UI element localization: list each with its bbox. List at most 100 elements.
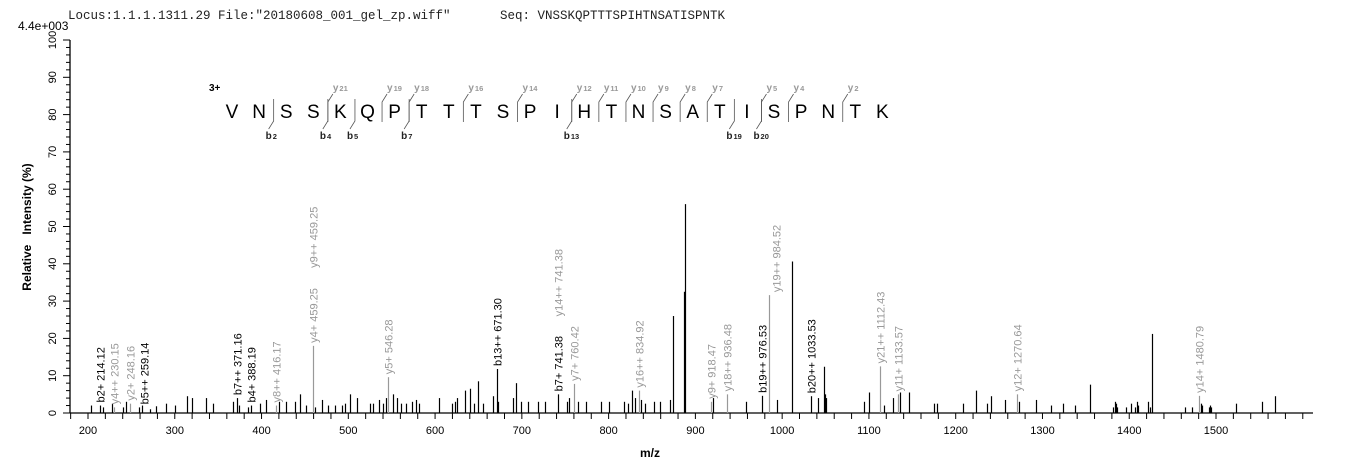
y-axis-label: Relative Intensity (%): [20, 163, 34, 290]
x-tick-label: 1300: [1030, 425, 1054, 437]
y-tick-label: 60: [47, 183, 59, 195]
b-ion-label: b13: [564, 131, 579, 142]
x-tick-label: 300: [166, 425, 184, 437]
b-ion-marker: [322, 99, 329, 130]
residue: P: [795, 102, 808, 123]
peak-label: y16++ 834.92: [635, 320, 647, 387]
residue: S: [307, 102, 320, 123]
y-ion-marker: [462, 93, 469, 122]
x-tick-label: 600: [426, 425, 444, 437]
peak-label: y21++ 1112.43: [876, 292, 888, 364]
peak-label: b13++ 671.30: [493, 298, 505, 366]
y-ion-marker: [706, 93, 713, 122]
y-ion-label: y19: [387, 83, 402, 94]
peak-label: y9+ 918.47: [707, 344, 719, 399]
residue: T: [470, 102, 482, 123]
residue: S: [768, 102, 781, 123]
y-ion-marker: [842, 93, 849, 122]
intensity-scale-max: 4.4e+003: [18, 19, 69, 33]
residue: S: [280, 102, 293, 123]
peak-label: y9++ 459.25: [309, 207, 321, 268]
residue: T: [714, 102, 726, 123]
y-tick-label: 30: [47, 295, 59, 307]
y-ion-label: y12: [577, 83, 592, 94]
residue: P: [388, 102, 401, 123]
peak-label: b19++ 976.53: [758, 325, 770, 393]
residue: P: [524, 102, 537, 123]
residue: S: [659, 102, 672, 123]
y-ion-label: y21: [333, 83, 348, 94]
y-ion-marker: [679, 93, 686, 122]
b-ion-label: b20: [753, 131, 768, 142]
peak-label: b4+ 388.19: [247, 347, 259, 402]
peak-label: y4++ 230.15: [110, 343, 122, 404]
b-ion-label: b2: [266, 131, 277, 142]
residue: V: [226, 102, 239, 123]
y-ion-marker: [652, 93, 659, 122]
residue: T: [416, 102, 428, 123]
peak-label: y12+ 1270.64: [1013, 324, 1025, 391]
peak-label: b7+ 741.38: [554, 336, 566, 391]
y-ion-marker: [788, 93, 794, 122]
x-tick-label: 500: [339, 425, 357, 437]
peak-label: b2+ 214.12: [96, 347, 108, 402]
b-ion-label: b5: [347, 131, 358, 142]
residue: K: [876, 102, 889, 123]
y-ion-marker: [625, 93, 632, 122]
y-ion-marker: [761, 93, 767, 122]
residue: T: [606, 102, 618, 123]
peak-label: y14++ 741.38: [554, 249, 566, 316]
y-ion-marker: [381, 93, 388, 122]
y-ion-label: y9: [658, 83, 669, 94]
x-tick-label: 800: [599, 425, 617, 437]
y-ion-label: y2: [848, 83, 859, 94]
y-ion-label: y10: [631, 83, 646, 94]
y-ion-label: y14: [523, 83, 539, 94]
residue: S: [497, 102, 510, 123]
residue: T: [443, 102, 455, 123]
x-tick-label: 400: [252, 425, 270, 437]
peak-label: y2+ 248.16: [126, 346, 138, 401]
peak-label: y5+ 546.28: [384, 319, 396, 374]
x-tick-label: 1400: [1117, 425, 1141, 437]
y-ion-marker: [408, 93, 415, 122]
y-tick-label: 100: [47, 31, 59, 49]
peak-label: y19++ 984.52: [772, 225, 784, 292]
charge-state: 3+: [209, 83, 221, 94]
axes: 200 300 400 500 600 700 800 900 1000 1100 1200 1300…: [47, 31, 1313, 437]
residue: N: [632, 102, 646, 123]
b-ion-marker: [349, 99, 356, 130]
b-ion-marker: [566, 99, 573, 130]
y-tick-label: 10: [47, 370, 59, 382]
y-tick-label: 80: [47, 108, 59, 120]
y-tick-label: 50: [47, 220, 59, 232]
x-axis-label: m/z: [640, 446, 660, 460]
b-ion-marker: [756, 99, 762, 130]
x-tick-label: 700: [513, 425, 531, 437]
y-ion-label: y4: [794, 83, 806, 94]
y-ion-label: y16: [468, 83, 483, 94]
y-ion-label: y18: [414, 83, 429, 94]
peak-label: b5++ 259.14: [140, 343, 152, 405]
y-tick-label: 90: [47, 71, 59, 83]
b-ion-marker: [729, 99, 735, 130]
y-tick-label: 70: [47, 146, 59, 158]
peak-label: b20++ 1033.53: [807, 319, 819, 393]
y-ion-label: y11: [604, 83, 619, 94]
peaks: b2+ 214.12 y4++ 230.15 y2+ 248.16 b5++ 259.…: [90, 204, 1277, 413]
b-ion-label: b7: [401, 131, 412, 142]
y-tick-label: 20: [47, 332, 59, 344]
peak-label: y8++ 416.17: [272, 341, 284, 402]
peak-label: y18++ 936.48: [723, 324, 735, 391]
residue: K: [334, 102, 347, 123]
y-tick-label: 0: [47, 410, 59, 416]
y-ion-label: y8: [685, 83, 696, 94]
y-ion-marker: [598, 93, 605, 122]
peak-label: b7++ 371.16: [233, 333, 245, 395]
residue: T: [849, 102, 861, 123]
b-ion-label: b4: [320, 131, 332, 142]
b-ion-label: b19: [726, 131, 741, 142]
x-tick-label: 1500: [1204, 425, 1228, 437]
residue: H: [577, 102, 591, 123]
